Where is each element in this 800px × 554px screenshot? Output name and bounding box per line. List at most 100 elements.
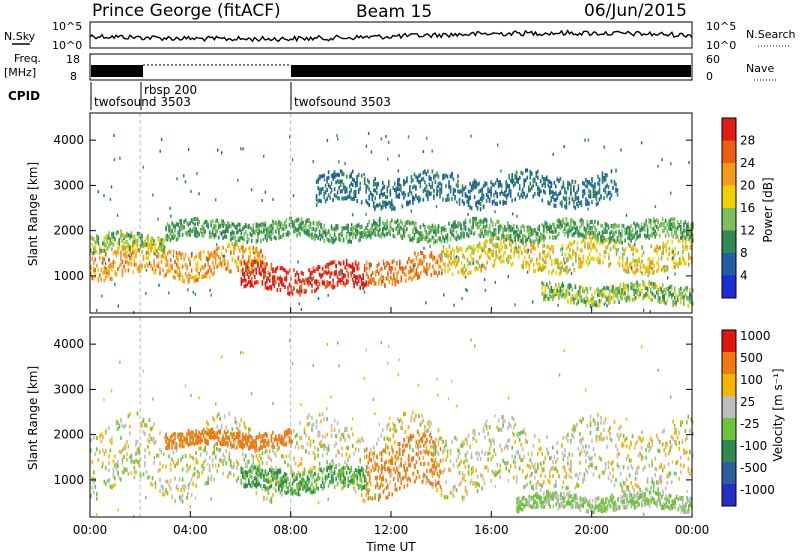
power-data-cell-571: [138, 234, 140, 239]
power-data-cell-2422: [257, 231, 259, 236]
power-data-cell-1481: [566, 265, 568, 270]
power-data-cell-3394: [627, 231, 629, 236]
power-data-cell-3544: [686, 232, 688, 237]
power-data-cell-3567: [315, 203, 318, 207]
vel-data-cell-330: [219, 447, 221, 452]
power-data-cell-1229: [468, 261, 470, 266]
power-data-noise-17: [323, 178, 326, 182]
power-data-cell-966: [363, 264, 366, 269]
power-data-cell-3862: [428, 175, 431, 180]
power-data-cell-713: [266, 279, 268, 284]
power-data-cell-1399: [533, 245, 535, 250]
power-data-cell-1189: [453, 249, 455, 254]
power-data-cell-749: [279, 288, 282, 292]
power-data-cell-2880: [431, 227, 434, 232]
power-data-noise-172: [238, 239, 240, 243]
power-data-cell-2750: [382, 231, 384, 236]
power-data-cell-556: [132, 235, 134, 240]
power-data-cell-4034: [497, 184, 500, 189]
power-data-cell-3814: [412, 178, 414, 183]
power-data-cell-2293: [202, 231, 205, 236]
power-data-cell-583: [142, 244, 145, 249]
power-data-cell-3132: [529, 226, 532, 230]
power-data-cell-1903: [580, 295, 583, 300]
vel-data-cell-189: [165, 479, 167, 484]
power-data-noise-2: [441, 272, 443, 276]
power-data-cell-2046: [634, 295, 637, 300]
power-data-cell-2436: [261, 224, 264, 229]
power-data-cell-607: [153, 242, 155, 246]
vel-data-cell-98: [127, 471, 130, 476]
power-data-cell-3581: [320, 190, 322, 195]
power-data-cell-3712: [372, 188, 375, 193]
power-data-cell-1159: [442, 249, 445, 254]
vel-data-cell-82: [123, 467, 125, 472]
power-data-cell-2126: [666, 298, 668, 303]
power-data-cell-710: [264, 285, 267, 290]
power-data-cell-43: [106, 267, 109, 272]
power-data-cell-2447: [264, 227, 267, 232]
power-data-cell-526: [120, 230, 122, 235]
power-data-cell-1230: [469, 270, 472, 275]
power-data-cell-1699: [651, 257, 654, 262]
power-data-cell-1602: [617, 247, 619, 252]
vel-data-cell-336: [222, 453, 224, 457]
power-data-cell-1669: [641, 259, 643, 264]
power-data-cell-1483: [566, 257, 568, 262]
power-data-cell-4112: [528, 188, 530, 193]
power-data-cell-4004: [485, 198, 488, 203]
power-data-cell-231: [180, 252, 182, 257]
power-data-cell-717: [267, 270, 270, 275]
power-data-cell-4220: [570, 192, 572, 196]
power-data-cell-1262: [480, 268, 482, 273]
power-data-cell-2663: [348, 235, 351, 240]
power-data-cell-106: [130, 253, 133, 258]
power-data-cell-2764: [386, 222, 389, 226]
power-data-cell-3369: [615, 223, 617, 228]
power-data-cell-3081: [508, 236, 510, 241]
power-data-cell-2148: [673, 288, 676, 293]
power-data-cell-2568: [309, 234, 312, 238]
power-data-noise-111: [338, 160, 340, 164]
power-data-cell-1913: [585, 286, 587, 291]
vel-data-cell-68: [118, 424, 121, 429]
power-data-cell-1293: [492, 243, 494, 248]
power-data-cell-1656: [636, 258, 639, 263]
power-data-cell-540: [126, 231, 128, 236]
power-data-cell-589: [145, 242, 148, 247]
power-data-cell-2470: [272, 222, 274, 227]
power-data-cell-820: [309, 281, 312, 286]
power-data-cell-3208: [556, 233, 559, 238]
power-data-cell-2129: [667, 293, 670, 298]
power-data-noise-13: [116, 213, 119, 217]
power-data-cell-3674: [354, 183, 357, 188]
power-data-cell-341: [222, 258, 224, 263]
power-data-cell-3620: [335, 194, 337, 199]
power-data-cell-564: [135, 239, 137, 243]
vel-data-cell-102: [129, 455, 131, 460]
vel-data-cell-78: [121, 423, 124, 428]
power-data-cell-4321: [606, 183, 608, 188]
power-data-cell-165: [154, 252, 157, 257]
power-data-cell-4167: [549, 191, 551, 196]
power-data-cell-1542: [588, 235, 591, 240]
power-data-cell-764: [285, 277, 288, 282]
power-data-cell-2450: [266, 234, 268, 239]
power-data-cell-1585: [608, 252, 610, 257]
power-data-cell-1350: [513, 251, 515, 256]
power-data-cell-1480: [566, 269, 568, 274]
vel-data-cell-17: [96, 491, 98, 496]
vel-data-cell-311: [213, 418, 215, 423]
power-data-cell-2212: [169, 229, 172, 234]
power-data-cell-4149: [543, 177, 545, 182]
power-data-noise-183: [511, 227, 514, 231]
power-data-cell-4305: [601, 180, 604, 185]
power-data-cell-2581: [315, 221, 318, 226]
power-data-cell-1080: [411, 277, 413, 282]
power-data-cell-3682: [356, 199, 358, 203]
power-data-cell-380: [239, 248, 241, 253]
power-data-cell-2112: [660, 287, 662, 292]
power-data-cell-1580: [605, 250, 607, 255]
power-data-cell-2424: [257, 223, 259, 228]
power-data-cell-2735: [376, 222, 378, 227]
